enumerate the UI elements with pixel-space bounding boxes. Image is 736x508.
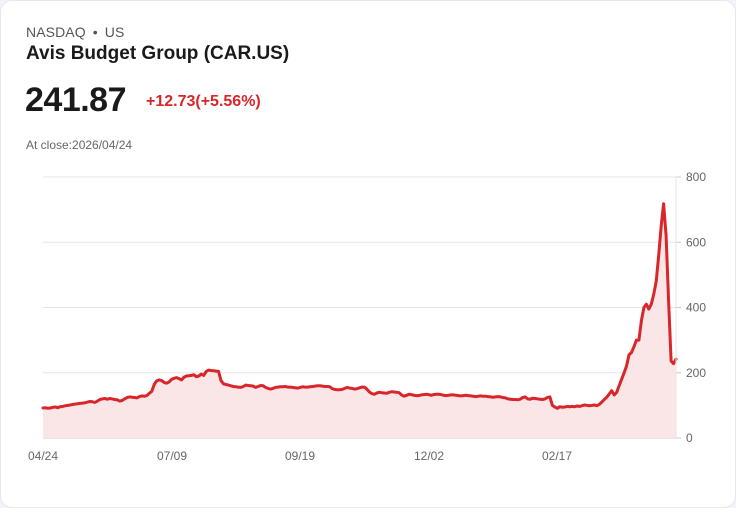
chart-price-line <box>41 202 678 410</box>
x-axis-labels: 04/24 07/09 09/19 12/02 02/17 <box>28 449 572 463</box>
x-tick-label: 02/17 <box>542 449 572 463</box>
y-tick-label: 600 <box>686 235 706 249</box>
close-date: At close:2026/04/24 <box>26 138 133 152</box>
current-price: 241.87 <box>25 81 127 119</box>
chart-area-fill <box>43 203 676 438</box>
y-axis-labels: 0 200 400 600 800 <box>686 170 706 445</box>
y-tick-label: 800 <box>686 170 706 184</box>
separator-dot: • <box>92 24 98 40</box>
x-tick-label: 12/02 <box>414 449 444 463</box>
y-tick-label: 200 <box>686 366 706 380</box>
exchange-name: NASDAQ <box>26 24 86 40</box>
x-tick-label: 07/09 <box>157 449 187 463</box>
price-change: +12.73(+5.56%) <box>146 93 261 110</box>
x-tick-label: 04/24 <box>28 449 58 463</box>
x-tick-label: 09/19 <box>285 449 315 463</box>
stock-title: Avis Budget Group (CAR.US) <box>26 43 290 64</box>
region-label: US <box>104 24 125 40</box>
exchange-line: NASDAQ • US <box>26 24 124 40</box>
y-tick-label: 400 <box>686 301 706 315</box>
y-tick-label: 0 <box>686 431 693 445</box>
